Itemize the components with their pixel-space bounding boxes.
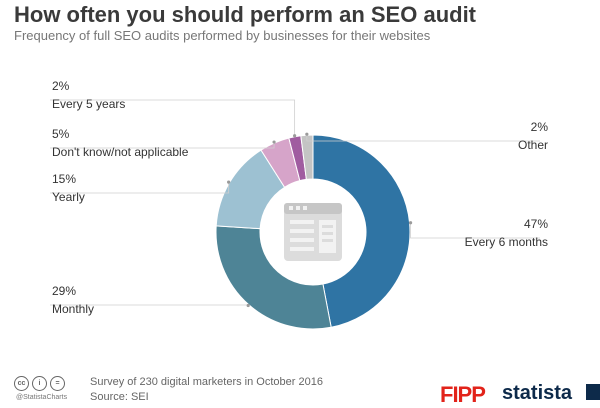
leader-dot-other: [305, 132, 309, 136]
slice-category-label: Monthly: [52, 302, 94, 316]
source-note: Source: SEI: [90, 391, 149, 403]
slice-category-label: Yearly: [52, 190, 85, 204]
leader-line-yearly: [50, 182, 230, 194]
leader-dot-every-5-years: [293, 134, 297, 138]
slice-labels: 47% Every 6 months 29% Monthly 15% Yearly 5% Do…: [50, 79, 548, 316]
chart-title: How often you should perform an SEO audi…: [14, 2, 477, 27]
survey-note: Survey of 230 digital marketers in Octob…: [90, 376, 323, 388]
slice-other[interactable]: [300, 134, 314, 180]
slice-value-label: 15%: [52, 172, 76, 186]
slice-value-label: 47%: [524, 217, 548, 231]
statista-logo[interactable]: statista: [502, 382, 573, 404]
slice-category-label: Don't know/not applicable: [52, 145, 189, 159]
donut-slices: [215, 134, 411, 330]
fipp-logo[interactable]: FIPP: [440, 382, 486, 407]
leader-line-other: [306, 134, 540, 142]
leader-dot-monthly: [246, 303, 250, 308]
nd-icon[interactable]: =: [50, 376, 65, 391]
twitter-handle[interactable]: @StatistaCharts: [16, 394, 68, 401]
leader-line-don-t-know-not-applicable: [50, 142, 275, 149]
slice-value-label: 5%: [52, 127, 70, 141]
chart-subtitle: Frequency of full SEO audits performed b…: [14, 28, 431, 43]
license-icons: cc i =: [14, 376, 65, 391]
slice-category-label: Other: [518, 138, 548, 152]
slice-category-label: Every 5 years: [52, 97, 125, 111]
donut-chart: 47% Every 6 months 29% Monthly 15% Yearly 5% Do…: [50, 79, 548, 330]
leader-dot-don-t-know-not-applicable: [272, 140, 276, 144]
by-icon[interactable]: i: [32, 376, 47, 391]
slice-every-6-months[interactable]: [312, 134, 411, 328]
slice-category-label: Every 6 months: [465, 235, 548, 249]
cc-icon[interactable]: cc: [14, 376, 29, 391]
slice-value-label: 2%: [531, 120, 549, 134]
audit-report-icon: [284, 203, 342, 261]
slice-value-label: 2%: [52, 79, 70, 93]
leader-line-every-5-years: [50, 99, 296, 136]
leader-dot-yearly: [227, 180, 231, 184]
statista-logo-mark: [586, 384, 600, 400]
footer: cc i = @StatistaCharts Survey of 230 dig…: [0, 370, 600, 407]
slice-value-label: 29%: [52, 284, 76, 298]
slice-monthly[interactable]: [215, 225, 332, 330]
leader-dot-every-6-months: [408, 221, 413, 225]
leader-line-every-6-months: [410, 222, 540, 239]
